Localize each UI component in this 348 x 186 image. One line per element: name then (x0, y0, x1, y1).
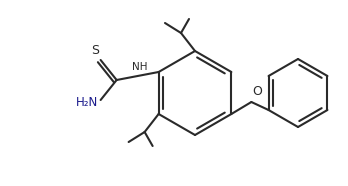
Text: H₂N: H₂N (76, 95, 98, 108)
Text: NH: NH (132, 62, 147, 72)
Text: O: O (252, 85, 262, 98)
Text: S: S (90, 44, 98, 57)
